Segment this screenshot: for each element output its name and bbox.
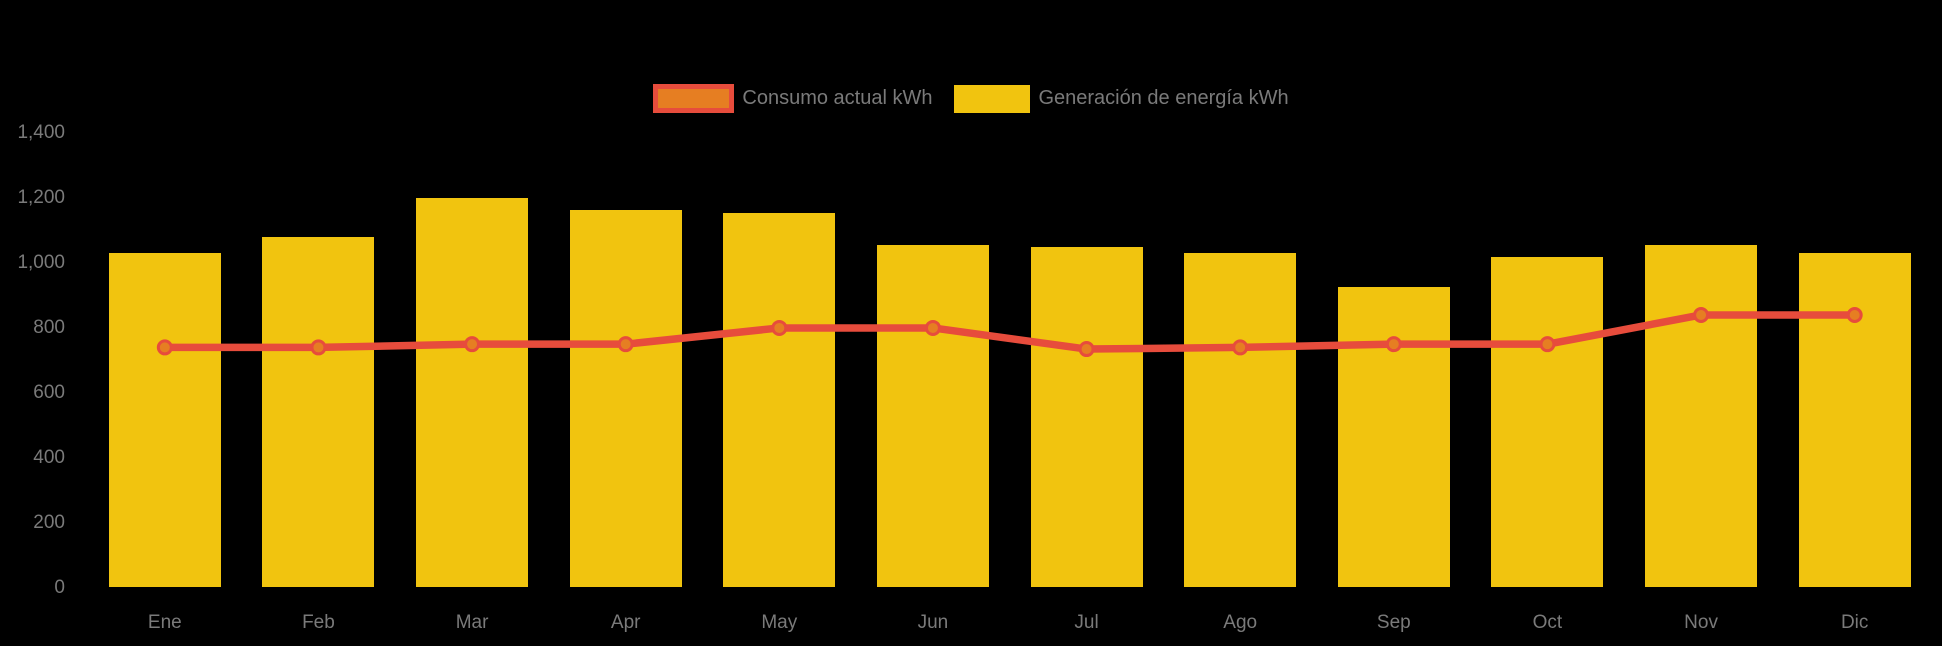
legend-label-generacion: Generación de energía kWh	[1038, 87, 1289, 109]
legend-label-consumo: Consumo actual kWh	[742, 87, 933, 109]
consumption-point-oct[interactable]	[1539, 336, 1556, 353]
generation-bar-apr[interactable]	[569, 209, 682, 588]
consumo-series-swatch-icon	[653, 84, 735, 113]
consumption-point-ene[interactable]	[156, 339, 173, 356]
y-axis-tick-label: 0	[54, 576, 65, 598]
x-axis-tick-label: Dic	[1840, 612, 1869, 633]
x-axis-tick-label: Nov	[1684, 612, 1718, 633]
consumption-point-jun[interactable]	[924, 319, 941, 336]
legend-item-generacion[interactable]: Generación de energía kWh	[954, 84, 1289, 113]
consumption-point-jul[interactable]	[1078, 341, 1095, 358]
x-axis-tick-label: Oct	[1532, 612, 1563, 633]
y-axis-tick-label: 1,000	[17, 252, 65, 274]
y-axis-tick-label: 1,200	[17, 187, 65, 209]
y-axis-tick-label: 200	[33, 511, 65, 533]
generacion-series-swatch-icon	[954, 84, 1031, 113]
x-axis-tick-label: Ene	[147, 612, 182, 633]
x-axis-tick-label: Jul	[1074, 612, 1099, 633]
consumption-point-dic[interactable]	[1846, 306, 1863, 323]
consumption-point-feb[interactable]	[310, 339, 327, 356]
x-axis-tick-label: Apr	[610, 612, 641, 633]
y-axis-tick-label: 1,400	[17, 122, 65, 144]
consumption-point-sep[interactable]	[1385, 336, 1402, 353]
consumption-point-ago[interactable]	[1232, 339, 1249, 356]
x-axis-tick-label: Mar	[455, 612, 489, 633]
generation-bar-ago[interactable]	[1184, 253, 1297, 588]
consumption-point-nov[interactable]	[1693, 306, 1710, 323]
x-axis-tick-label: Feb	[302, 612, 335, 633]
generation-bar-mar[interactable]	[416, 198, 529, 588]
generation-bar-nov[interactable]	[1645, 245, 1758, 588]
generation-bar-may[interactable]	[723, 212, 836, 588]
generation-bar-jun[interactable]	[876, 245, 989, 588]
chart-legend: Consumo actual kWh Generación de energía…	[0, 84, 1942, 113]
x-axis-tick-label: Sep	[1376, 612, 1411, 633]
y-axis-tick-label: 400	[33, 446, 65, 468]
generation-bar-ene[interactable]	[108, 253, 221, 588]
consumption-point-mar[interactable]	[464, 336, 481, 353]
generation-bar-feb[interactable]	[262, 237, 375, 588]
generation-bar-jul[interactable]	[1030, 246, 1143, 588]
y-axis-tick-label: 600	[33, 381, 65, 403]
x-axis-tick-label: May	[761, 612, 798, 633]
generation-bar-dic[interactable]	[1798, 253, 1911, 588]
legend-item-consumo[interactable]: Consumo actual kWh	[653, 84, 932, 113]
y-axis-tick-label: 800	[33, 316, 65, 338]
consumption-point-apr[interactable]	[617, 336, 634, 353]
x-axis-tick-label: Jun	[917, 612, 949, 633]
consumption-point-may[interactable]	[771, 319, 788, 336]
generation-bar-sep[interactable]	[1337, 287, 1450, 588]
x-axis-tick-label: Ago	[1223, 612, 1258, 633]
generation-bar-oct[interactable]	[1491, 256, 1604, 588]
